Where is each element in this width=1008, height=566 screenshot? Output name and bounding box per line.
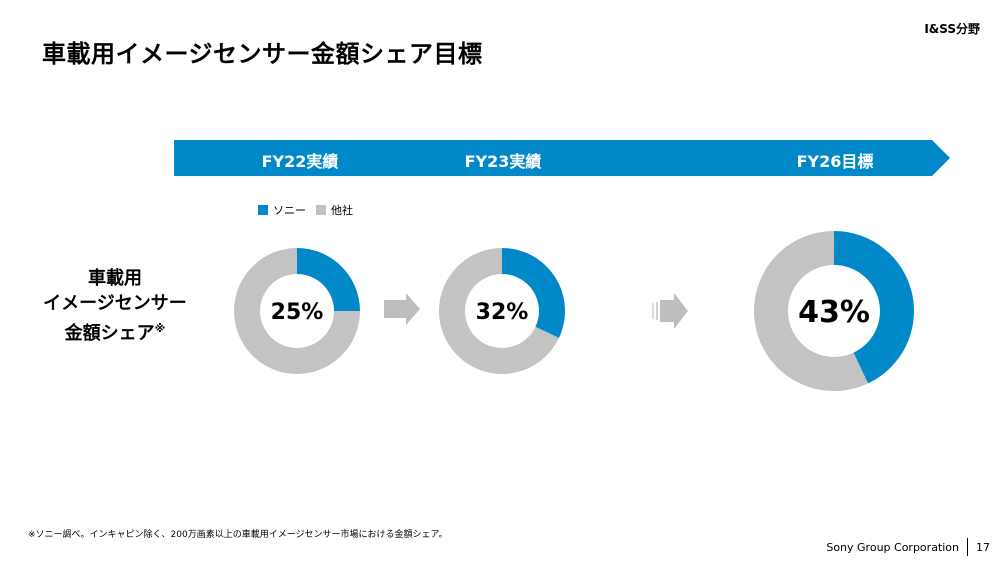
legend-item-others: 他社: [316, 202, 353, 218]
arrow-icon: [652, 293, 688, 329]
page-title: 車載用イメージセンサー金額シェア目標: [42, 40, 483, 68]
footer-divider: [967, 538, 968, 556]
legend-label-others: 他社: [331, 204, 353, 217]
legend-item-sony: ソニー: [258, 202, 306, 218]
timeline-arrow: [174, 140, 950, 176]
row-label-line1: 車載用: [88, 268, 142, 289]
row-label-mark: ※: [154, 322, 166, 335]
share-value-label: 25%: [271, 300, 324, 325]
slice-sony: [502, 248, 565, 338]
legend-swatch-sony: [258, 205, 268, 215]
donut-chart-1: 25%: [234, 248, 360, 374]
share-value-label: 32%: [476, 300, 529, 325]
footer: Sony Group Corporation 17: [826, 538, 990, 556]
chart-legend: ソニー 他社: [258, 202, 363, 218]
row-label-text: 金額シェア: [64, 323, 155, 344]
division-label: I&SS分野: [924, 22, 980, 36]
timeline-label-fy23: FY23実績: [464, 152, 542, 171]
row-label: 車載用 イメージセンサー 金額シェア※: [20, 266, 210, 346]
legend-swatch-others: [316, 205, 326, 215]
donut-chart-2: 32%: [439, 248, 565, 375]
row-label-line2: イメージセンサー: [43, 293, 187, 314]
arrow-icon: [384, 293, 420, 325]
share-value-label: 43%: [798, 295, 870, 330]
legend-label-sony: ソニー: [273, 204, 306, 217]
slice-others: [754, 231, 869, 391]
slice-sony: [297, 248, 360, 311]
page-number: 17: [976, 540, 990, 554]
timeline-label-fy22: FY22実績: [261, 152, 339, 171]
slice-others: [439, 248, 560, 375]
footnote: ※ソニー調べ。インキャピン除く、200万画素以上の車載用イメージセンサー市場にお…: [28, 530, 448, 540]
row-label-line3: 金額シェア※: [20, 316, 210, 346]
timeline-label-fy26: FY26目標: [796, 152, 874, 171]
slice-sony: [834, 231, 915, 384]
company-name: Sony Group Corporation: [826, 540, 959, 554]
donut-chart-3: 43%: [754, 231, 915, 391]
slice-others: [234, 248, 360, 374]
